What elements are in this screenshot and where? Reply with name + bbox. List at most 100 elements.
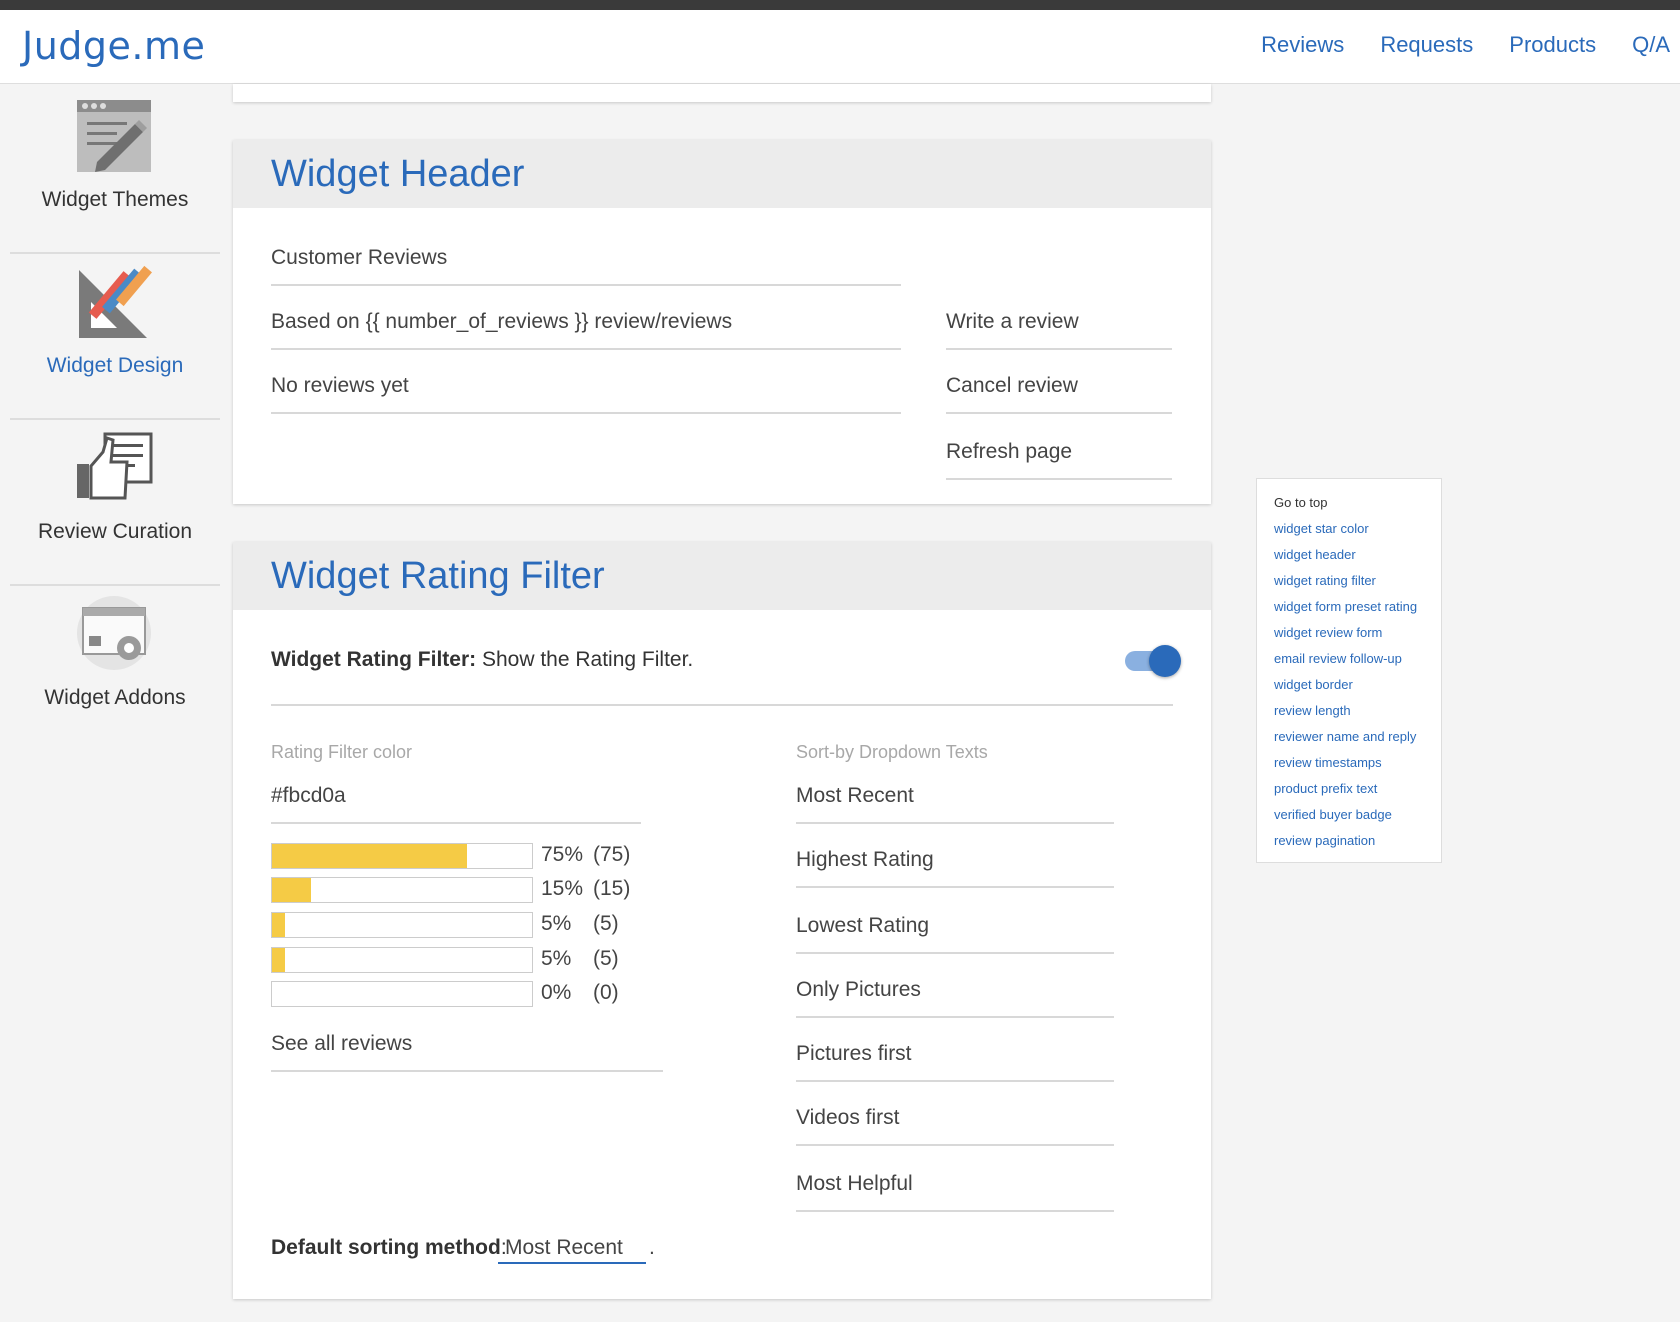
field-value: Highest Rating xyxy=(796,848,934,871)
field-value: No reviews yet xyxy=(271,374,409,397)
rating-bar-percent: 0% xyxy=(541,981,572,1004)
rating-bar-row: 5% (5) xyxy=(271,911,671,939)
default-sorting-colon: : xyxy=(500,1236,507,1259)
toc-link-verified-buyer-badge[interactable]: verified buyer badge xyxy=(1274,807,1392,822)
section-title: Widget Header xyxy=(271,153,525,195)
sort-option-pictures-first-field[interactable]: Pictures first xyxy=(796,1022,1114,1082)
sort-option-most-helpful-field[interactable]: Most Helpful xyxy=(796,1150,1114,1212)
field-value: See all reviews xyxy=(271,1032,413,1055)
toc-link-widget-review-form[interactable]: widget review form xyxy=(1274,625,1383,640)
main-nav: Reviews Requests Products Q/A xyxy=(1261,32,1670,58)
rating-bar-fill xyxy=(272,878,311,902)
rating-bar-fill xyxy=(272,913,285,937)
field-value: Only Pictures xyxy=(796,978,921,1001)
toc-link-email-review-follow-up[interactable]: email review follow-up xyxy=(1274,651,1402,666)
nav-requests-link[interactable]: Requests xyxy=(1380,32,1474,57)
window-top-strip xyxy=(0,0,1680,10)
toc-link-widget-form-preset-rating[interactable]: widget form preset rating xyxy=(1274,599,1418,614)
field-value: Based on {{ number_of_reviews }} review/… xyxy=(271,310,733,333)
nav-qa-link[interactable]: Q/A xyxy=(1632,32,1670,57)
toc-link-widget-header[interactable]: widget header xyxy=(1274,547,1356,562)
divider xyxy=(271,704,1173,706)
rating-bar-track xyxy=(271,877,533,903)
rating-bar-track xyxy=(271,947,533,973)
field-value: Customer Reviews xyxy=(271,246,448,269)
based-on-reviews-field[interactable]: Based on {{ number_of_reviews }} review/… xyxy=(271,290,901,350)
field-value: Most Recent xyxy=(796,784,914,807)
widget-addons-icon xyxy=(77,596,151,670)
previous-section-card xyxy=(233,84,1211,102)
rating-bar-fill xyxy=(272,948,285,972)
no-reviews-yet-field[interactable]: No reviews yet xyxy=(271,354,901,414)
sort-by-dropdown-label: Sort-by Dropdown Texts xyxy=(796,742,988,762)
top-navbar: Judge.me Reviews Requests Products Q/A xyxy=(0,10,1680,84)
sidebar-item-label: Widget Addons xyxy=(44,686,186,709)
field-value: #fbcd0a xyxy=(271,784,346,807)
section-header: Widget Header xyxy=(233,140,1211,208)
default-sorting-select[interactable]: Most Recent xyxy=(498,1232,646,1264)
field-value: Most Helpful xyxy=(796,1172,913,1195)
sidebar-item-label: Widget Design xyxy=(46,354,184,377)
rating-filter-toggle[interactable] xyxy=(1125,642,1181,678)
toggle-label-text: Show the Rating Filter. xyxy=(476,648,694,671)
rating-bar-percent: 75% xyxy=(541,843,584,866)
judgeme-logo[interactable]: Judge.me xyxy=(22,24,206,68)
toc-link-review-pagination[interactable]: review pagination xyxy=(1274,833,1376,848)
sidebar-item-label: Review Curation xyxy=(37,520,193,543)
rating-bar-track xyxy=(271,843,533,869)
toc-link-widget-star-color[interactable]: widget star color xyxy=(1274,521,1369,536)
settings-sidebar: Widget Themes Widget Design Review Curat… xyxy=(10,88,220,752)
sort-option-only-pictures-field[interactable]: Only Pictures xyxy=(796,958,1114,1018)
default-sorting-period: . xyxy=(649,1236,655,1259)
field-value: Pictures first xyxy=(796,1042,912,1065)
widget-design-icon xyxy=(79,265,152,338)
customer-reviews-field[interactable]: Customer Reviews xyxy=(271,226,901,286)
nav-products-link[interactable]: Products xyxy=(1509,32,1597,57)
cancel-review-field[interactable]: Cancel review xyxy=(946,354,1172,414)
rating-bar-count: (75) xyxy=(593,843,631,866)
nav-reviews-link[interactable]: Reviews xyxy=(1261,32,1345,57)
toggle-knob xyxy=(1149,645,1181,677)
field-value: Videos first xyxy=(796,1106,900,1129)
toggle-label-bold: Widget Rating Filter: xyxy=(271,648,477,671)
rating-bar-percent: 5% xyxy=(541,947,572,970)
section-title: Widget Rating Filter xyxy=(271,555,605,597)
rating-filter-color-field[interactable]: #fbcd0a xyxy=(271,768,641,824)
go-to-top-link[interactable]: Go to top xyxy=(1274,495,1328,510)
rating-bar-row: 75% (75) xyxy=(271,842,671,870)
widget-themes-icon xyxy=(77,100,151,172)
field-value: Lowest Rating xyxy=(796,914,930,937)
rating-filter-color-label: Rating Filter color xyxy=(271,742,413,762)
rating-bar-fill xyxy=(272,844,467,868)
rating-bar-count: (5) xyxy=(593,947,619,970)
field-value: Refresh page xyxy=(946,440,1073,463)
toc-link-widget-rating-filter[interactable]: widget rating filter xyxy=(1274,573,1376,588)
sidebar-item-widget-themes[interactable]: Widget Themes xyxy=(10,88,220,254)
see-all-reviews-field[interactable]: See all reviews xyxy=(271,1016,663,1072)
toc-link-reviewer-name-and-reply[interactable]: reviewer name and reply xyxy=(1274,729,1417,744)
write-review-field[interactable]: Write a review xyxy=(946,290,1172,350)
refresh-page-field[interactable]: Refresh page xyxy=(946,418,1172,480)
sidebar-item-review-curation[interactable]: Review Curation xyxy=(10,420,220,586)
toc-link-product-prefix-text[interactable]: product prefix text xyxy=(1274,781,1378,796)
default-sorting-row: Default sorting method: xyxy=(271,1236,507,1260)
sidebar-item-label: Widget Themes xyxy=(41,188,189,211)
toc-link-widget-border[interactable]: widget border xyxy=(1274,677,1353,692)
widget-rating-filter-section: Widget Rating Filter Widget Rating Filte… xyxy=(233,542,1211,1299)
rating-bar-percent: 5% xyxy=(541,912,572,935)
rating-bar-row: 15% (15) xyxy=(271,876,671,904)
toc-link-review-timestamps[interactable]: review timestamps xyxy=(1274,755,1382,770)
sort-option-videos-first-field[interactable]: Videos first xyxy=(796,1086,1114,1146)
field-value: Write a review xyxy=(946,310,1079,333)
sort-option-most-recent-field[interactable]: Most Recent xyxy=(796,768,1114,824)
toc-link-review-length[interactable]: review length xyxy=(1274,703,1351,718)
sidebar-item-widget-addons[interactable]: Widget Addons xyxy=(10,586,220,752)
sidebar-item-widget-design[interactable]: Widget Design xyxy=(10,254,220,420)
sort-option-lowest-rating-field[interactable]: Lowest Rating xyxy=(796,892,1114,954)
rating-filter-toggle-label: Widget Rating Filter: Show the Rating Fi… xyxy=(271,648,693,672)
rating-bar-count: (15) xyxy=(593,877,631,900)
widget-header-section: Widget Header Customer Reviews Based on … xyxy=(233,140,1211,504)
sort-option-highest-rating-field[interactable]: Highest Rating xyxy=(796,828,1114,888)
rating-bar-track xyxy=(271,981,533,1007)
table-of-contents: Go to top widget star color widget heade… xyxy=(1256,478,1442,863)
